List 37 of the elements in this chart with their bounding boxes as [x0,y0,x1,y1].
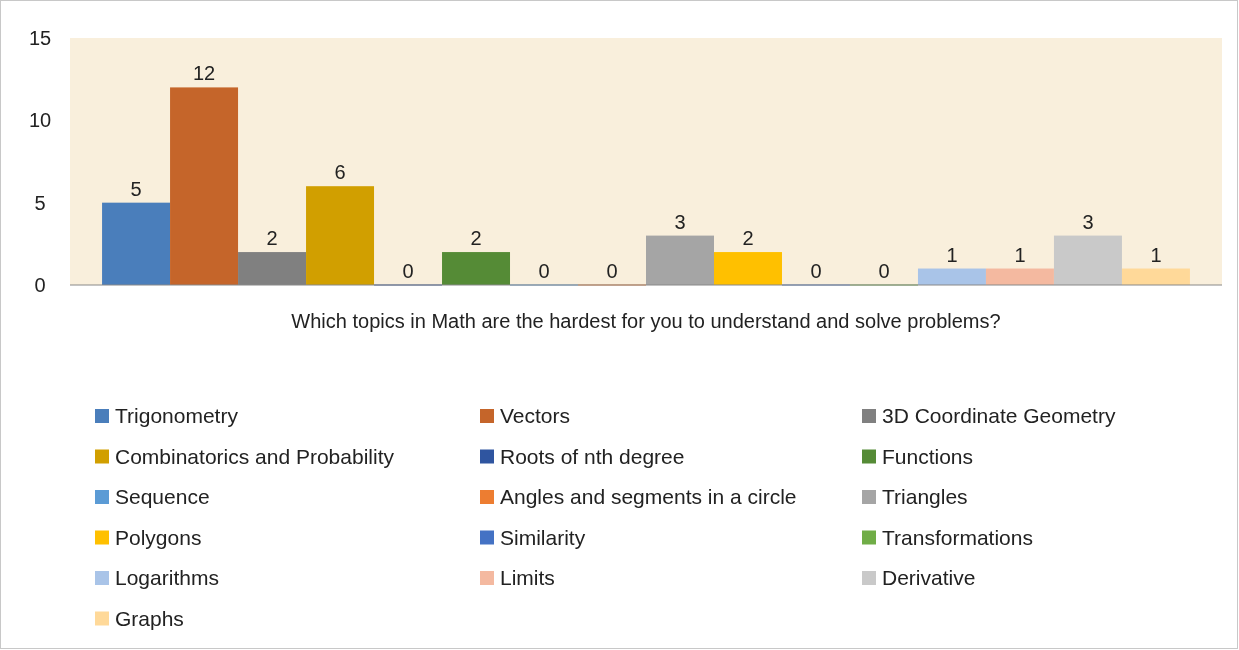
legend-label: Angles and segments in a circle [500,485,797,508]
y-tick-label: 5 [34,191,46,214]
data-label: 3 [1082,210,1094,233]
data-label: 6 [334,161,346,184]
x-tick-label: Which topics in Math are the hardest for you to understand and solve problems? [291,310,1001,332]
data-label: 1 [1014,243,1026,266]
data-label: 1 [1150,243,1162,266]
legend-label: Polygons [115,525,202,549]
legend-label: Transformations [882,525,1033,549]
data-label: 12 [192,62,216,85]
legend-label: Logarithms [115,566,219,589]
legend-label: Limits [500,566,555,589]
data-label: 0 [606,260,618,282]
y-tick-label: 15 [28,26,52,49]
legend-label: Similarity [500,525,586,549]
data-label: 2 [470,227,482,250]
data-label: 0 [538,260,550,282]
data-label: 3 [674,210,686,233]
data-label: 5 [130,177,142,200]
legend-label: Roots of nth degree [500,444,685,468]
legend-label: Vectors [500,404,571,427]
legend-label: Trigonometry [115,404,239,427]
legend-label: Functions [882,444,974,468]
data-label: 0 [810,260,822,282]
legend-label: Triangles [882,485,968,508]
data-label: 0 [402,260,414,282]
data-label: 0 [878,260,890,282]
legend-label: Combinatorics and Probability [115,444,395,468]
data-label: 2 [742,227,754,250]
legend-label: Derivative [882,566,976,589]
y-tick-label: 10 [28,109,52,132]
data-label: 1 [946,243,958,266]
legend-label: 3D Coordinate Geometry [882,404,1116,427]
y-tick-label: 0 [34,273,46,296]
legend-label: Graphs [115,606,184,630]
legend-label: Sequence [115,485,210,508]
data-label: 2 [266,227,278,250]
